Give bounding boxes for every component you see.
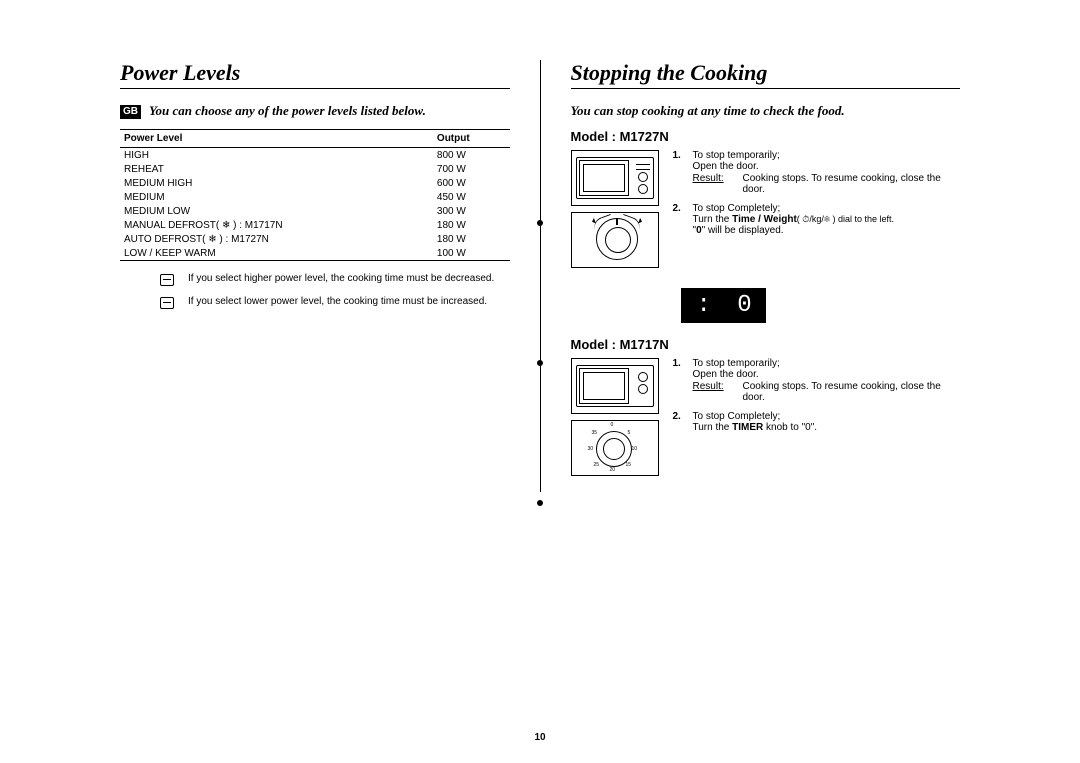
table-cell: 180 W — [433, 218, 510, 232]
table-cell: MEDIUM HIGH — [120, 176, 433, 190]
intro-text-right: You can stop cooking at any time to chec… — [571, 103, 845, 119]
step-lead: To stop Completely; — [693, 411, 961, 422]
step-lead: To stop temporarily; — [693, 150, 961, 161]
table-cell: 100 W — [433, 246, 510, 261]
result-text: Cooking stops. To resume cooking, close … — [743, 381, 961, 403]
result-label: Result: — [693, 173, 733, 195]
table-cell: REHEAT — [120, 162, 433, 176]
step-detail: Turn the Time / Weight( ⏱/kg/❄ ) dial to… — [693, 214, 961, 225]
result-label: Result: — [693, 381, 733, 403]
note-icon — [160, 297, 174, 309]
table-cell: 600 W — [433, 176, 510, 190]
note-text: If you select higher power level, the co… — [188, 273, 494, 286]
table-cell: AUTO DEFROST( ❄ ) : M1727N — [120, 232, 433, 246]
power-level-table: Power Level Output HIGH800 W REHEAT700 W… — [120, 129, 510, 261]
table-cell: LOW / KEEP WARM — [120, 246, 433, 261]
note-text: If you select lower power level, the coo… — [188, 296, 487, 309]
step-number: 1. — [673, 358, 685, 403]
table-cell: 300 W — [433, 204, 510, 218]
notes-block: If you select higher power level, the co… — [160, 273, 510, 309]
table-header-output: Output — [433, 130, 510, 148]
step-lead: To stop Completely; — [693, 203, 961, 214]
step-line3: "0" will be displayed. — [693, 225, 961, 236]
table-cell: MEDIUM — [120, 190, 433, 204]
microwave-figure — [571, 150, 659, 206]
model-heading-m1727n: Model : M1727N — [571, 129, 961, 144]
dial-figure — [571, 212, 659, 268]
model-heading-m1717n: Model : M1717N — [571, 337, 961, 352]
step-detail: Turn the TIMER knob to "0". — [693, 422, 961, 433]
table-cell: MEDIUM LOW — [120, 204, 433, 218]
step-number: 1. — [673, 150, 685, 195]
note-icon — [160, 274, 174, 286]
step-number: 2. — [673, 411, 685, 433]
microwave-figure — [571, 358, 659, 414]
section-title-power-levels: Power Levels — [120, 60, 510, 89]
result-text: Cooking stops. To resume cooking, close … — [743, 173, 961, 195]
table-header-level: Power Level — [120, 130, 433, 148]
table-cell: 800 W — [433, 148, 510, 163]
timer-dial-figure: 0 5 10 15 20 25 30 35 — [571, 420, 659, 476]
step-line: Open the door. — [693, 161, 961, 172]
display-readout: : 0 — [681, 288, 766, 323]
step-lead: To stop temporarily; — [693, 358, 961, 369]
step-line: Open the door. — [693, 369, 961, 380]
table-cell: HIGH — [120, 148, 433, 163]
table-cell: 450 W — [433, 190, 510, 204]
table-cell: MANUAL DEFROST( ❄ ) : M1717N — [120, 218, 433, 232]
column-divider — [540, 60, 541, 492]
intro-text-left: You can choose any of the power levels l… — [149, 103, 426, 119]
table-cell: 700 W — [433, 162, 510, 176]
gb-badge: GB — [120, 105, 141, 119]
section-title-stopping: Stopping the Cooking — [571, 60, 961, 89]
step-number: 2. — [673, 203, 685, 236]
left-column: Power Levels GB You can choose any of th… — [120, 60, 540, 492]
table-cell: 180 W — [433, 232, 510, 246]
page-number: 10 — [534, 732, 545, 743]
right-column: Stopping the Cooking You can stop cookin… — [541, 60, 961, 492]
